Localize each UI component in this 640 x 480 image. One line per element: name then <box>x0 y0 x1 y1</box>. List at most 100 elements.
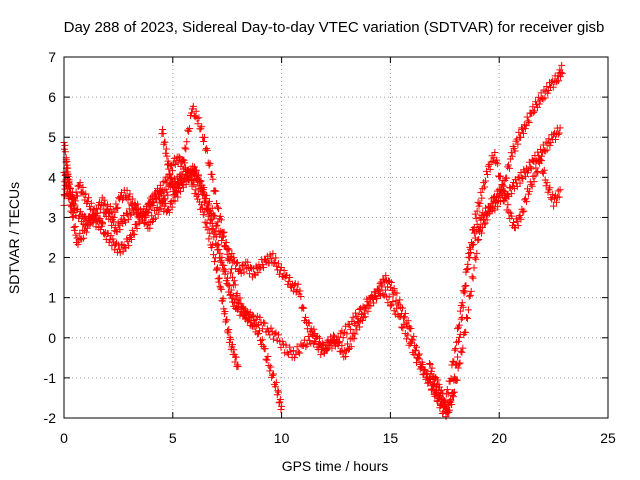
data-point <box>296 287 304 295</box>
data-point <box>455 321 463 329</box>
data-point <box>454 353 462 361</box>
data-point <box>214 205 222 213</box>
series-track-2 <box>60 124 564 418</box>
data-point <box>293 343 301 351</box>
data-point <box>524 117 532 125</box>
data-point <box>558 69 566 77</box>
data-point <box>182 171 190 179</box>
data-point <box>220 265 228 273</box>
data-point <box>112 227 120 235</box>
data-point <box>212 187 220 195</box>
data-point <box>472 214 480 222</box>
data-point <box>148 212 156 220</box>
data-point <box>180 156 188 164</box>
grid <box>64 57 608 418</box>
data-point <box>352 309 360 317</box>
data-point <box>528 182 536 190</box>
data-point <box>282 341 290 349</box>
data-point <box>125 242 133 250</box>
data-point <box>261 345 269 353</box>
data-point <box>72 231 80 239</box>
data-point <box>519 208 527 216</box>
data-point <box>89 206 97 214</box>
data-point <box>468 239 476 247</box>
data-point <box>225 326 233 334</box>
data-point <box>462 281 470 289</box>
y-tick-label: 3 <box>48 209 56 225</box>
data-point <box>164 205 172 213</box>
data-point <box>447 395 455 403</box>
data-point <box>174 179 182 187</box>
data-point <box>270 370 278 378</box>
data-point <box>344 340 352 348</box>
data-point <box>233 259 241 267</box>
data-point <box>202 145 210 153</box>
data-point <box>520 207 528 215</box>
data-point <box>127 235 135 243</box>
data-point <box>209 175 217 183</box>
data-point <box>217 216 225 224</box>
data-point <box>210 251 218 259</box>
data-point <box>339 334 347 342</box>
y-tick-label: -2 <box>44 410 57 426</box>
y-tick-label: 2 <box>48 250 56 266</box>
data-point <box>499 187 507 195</box>
data-point <box>186 124 194 132</box>
data-point <box>106 209 114 217</box>
data-point <box>258 336 266 344</box>
data-point <box>504 201 512 209</box>
data-point <box>554 130 562 138</box>
data-point <box>277 405 285 413</box>
data-point <box>289 347 297 355</box>
data-point <box>486 165 494 173</box>
data-point <box>278 402 286 410</box>
data-point <box>477 229 485 237</box>
data-point <box>264 352 272 360</box>
data-point <box>191 166 199 174</box>
data-point <box>530 178 538 186</box>
data-point <box>304 319 312 327</box>
data-point <box>351 330 359 338</box>
data-point <box>455 333 463 341</box>
data-point <box>426 359 434 367</box>
data-point <box>473 207 481 215</box>
data-point <box>270 335 278 343</box>
data-point <box>531 107 539 115</box>
data-point <box>250 270 258 278</box>
data-point <box>302 313 310 321</box>
data-point <box>461 287 469 295</box>
data-point <box>549 83 557 91</box>
data-point <box>151 214 159 222</box>
data-point <box>480 220 488 228</box>
data-point <box>291 354 299 362</box>
data-point <box>375 290 383 298</box>
data-point <box>213 221 221 229</box>
data-point <box>482 177 490 185</box>
data-point <box>543 83 551 91</box>
data-point <box>156 181 164 189</box>
data-point <box>274 388 282 396</box>
data-point <box>507 209 515 217</box>
data-point <box>274 331 282 339</box>
data-point <box>410 332 418 340</box>
data-point <box>205 235 213 243</box>
data-point <box>511 147 519 155</box>
data-point <box>76 179 84 187</box>
data-point <box>415 350 423 358</box>
data-point <box>451 346 459 354</box>
data-marks <box>60 61 566 421</box>
data-point <box>254 269 262 277</box>
data-point <box>66 180 74 188</box>
data-point <box>389 298 397 306</box>
data-point <box>154 210 162 218</box>
data-point <box>467 245 475 253</box>
data-point <box>498 181 506 189</box>
data-point <box>109 235 117 243</box>
data-point <box>198 123 206 131</box>
data-point <box>550 202 558 210</box>
data-point <box>71 226 79 234</box>
data-point <box>177 187 185 195</box>
data-point <box>126 211 134 219</box>
data-point <box>294 348 302 356</box>
